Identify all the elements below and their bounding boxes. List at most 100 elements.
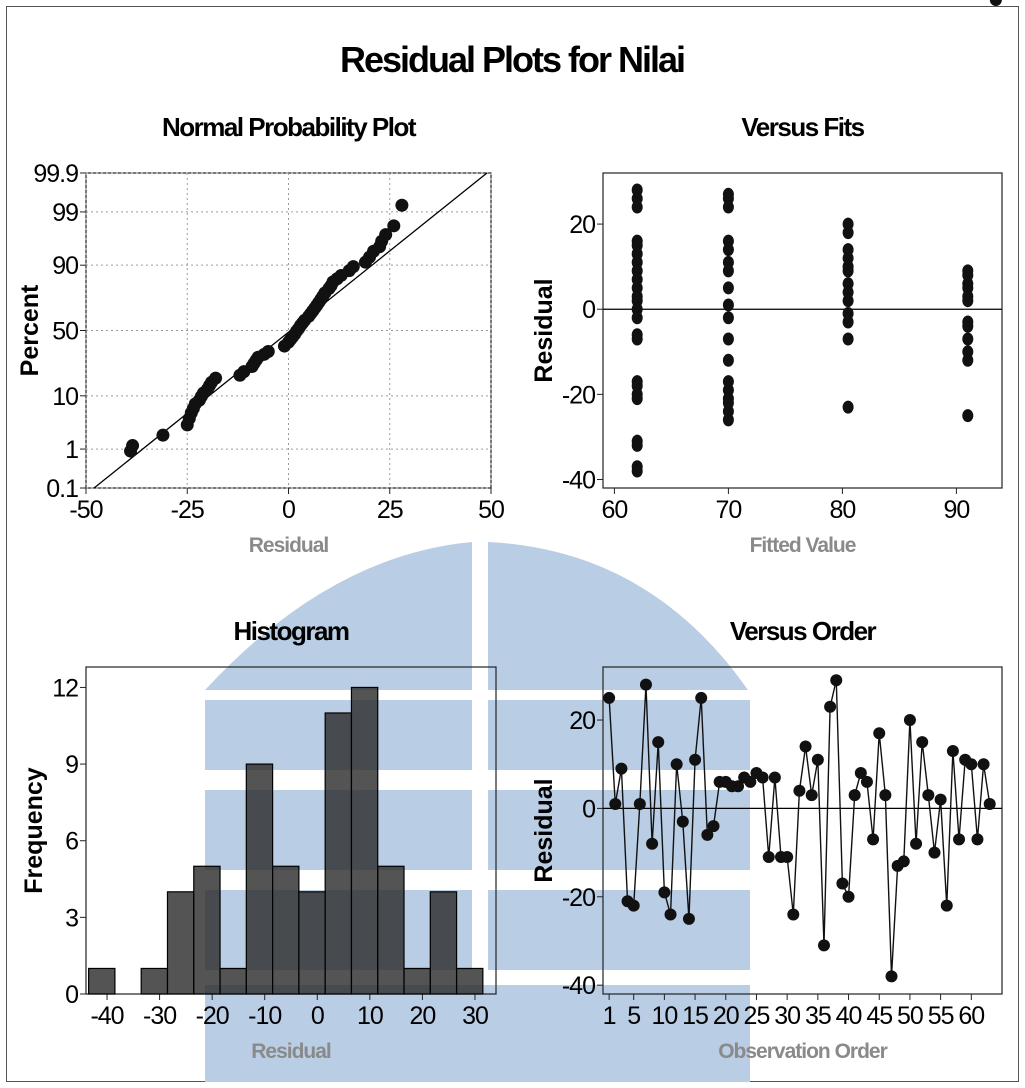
data-point	[722, 353, 734, 367]
y-tick-label: 9	[65, 751, 78, 779]
data-point	[781, 851, 794, 864]
data-point	[126, 439, 140, 453]
data-point	[646, 837, 659, 850]
y-tick-label: 6	[65, 828, 78, 856]
data-point	[676, 815, 689, 828]
histogram-bar	[219, 967, 247, 995]
panel-title-npp: Normal Probability Plot	[162, 112, 417, 142]
histogram-bar	[403, 967, 431, 995]
y-tick-label: 0	[582, 795, 595, 823]
data-point	[609, 797, 622, 810]
gridlines-npp	[85, 172, 492, 489]
x-axis-label-vfits: Fitted Value	[750, 534, 856, 557]
histogram-bar	[140, 967, 169, 995]
x-tick-label: 25	[377, 496, 403, 524]
y-tick-label: 0	[582, 296, 595, 324]
data-point	[658, 886, 671, 899]
data-point	[379, 228, 393, 242]
data-point	[824, 700, 837, 713]
histogram-bar	[455, 967, 484, 995]
y-tick-label: 10	[52, 383, 78, 411]
panel-npp: Normal Probability Plot -50 -25 0 25 50 0.1 1 10…	[16, 112, 505, 557]
panel-vfits: Versus Fits 60 70 80 90 -40 -20 0 20 Fitted Value…	[530, 112, 1003, 557]
data-point	[983, 797, 996, 810]
x-tick-label: -50	[69, 496, 102, 524]
data-point	[873, 727, 886, 740]
data-point	[971, 833, 984, 846]
data-point	[897, 855, 910, 868]
data-point	[261, 345, 275, 359]
figure-title: Residual Plots for Nilai	[340, 39, 684, 80]
data-point	[811, 753, 824, 766]
data-point	[946, 744, 959, 757]
plot-area-vorder	[602, 666, 1003, 995]
data-point	[879, 789, 892, 802]
x-tick-label: 70	[715, 496, 741, 524]
x-tick-label: 25	[744, 1002, 770, 1030]
data-point	[346, 260, 360, 274]
data-point	[722, 332, 734, 346]
histogram-bar	[88, 967, 116, 995]
x-tick-label: 30	[462, 1002, 488, 1030]
data-point	[830, 674, 843, 687]
x-tick-label: 45	[866, 1002, 892, 1030]
watermark-logo	[205, 542, 750, 1082]
data-point	[722, 264, 734, 278]
histogram-bar	[272, 865, 300, 995]
y-tick-label: 0	[65, 981, 78, 1009]
data-point	[670, 758, 683, 771]
x-tick-label: 10	[357, 1002, 383, 1030]
data-point	[842, 400, 854, 414]
y-axis-label-vfits: Residual	[530, 278, 558, 382]
data-point	[756, 771, 769, 784]
data-point	[867, 833, 880, 846]
data-point	[209, 371, 223, 385]
histogram-bar	[377, 865, 405, 995]
x-tick-label: 40	[836, 1002, 862, 1030]
data-point	[762, 851, 775, 864]
data-point	[903, 714, 916, 727]
plot-area-vfits	[602, 172, 1003, 489]
x-tick-label: 0	[311, 1002, 324, 1030]
x-tick-label: 60	[601, 496, 627, 524]
data-point	[962, 294, 974, 308]
data-point	[842, 294, 854, 308]
panel-title-hist: Histogram	[233, 616, 348, 646]
data-point	[682, 912, 695, 925]
data-point	[962, 319, 974, 333]
histogram-bar	[245, 763, 274, 995]
data-point	[387, 219, 401, 233]
data-point	[722, 281, 734, 295]
data-point	[977, 758, 990, 771]
y-axis-label-npp: Percent	[16, 284, 44, 376]
y-tick-label: 99	[52, 199, 78, 227]
data-point	[842, 890, 855, 903]
data-point	[940, 899, 953, 912]
y-tick-label: 1	[65, 436, 78, 464]
data-point	[722, 200, 734, 214]
histogram-bar	[166, 891, 195, 995]
data-point	[885, 970, 898, 983]
data-point	[842, 332, 854, 346]
x-axis-label-vorder: Observation Order	[718, 1040, 887, 1063]
data-point	[631, 332, 643, 346]
x-axis-label-hist: Residual	[251, 1040, 331, 1063]
x-tick-label: 55	[928, 1002, 954, 1030]
x-tick-label: 10	[651, 1002, 677, 1030]
y-tick-label: 50	[52, 318, 78, 346]
data-point	[768, 771, 781, 784]
data-point	[805, 789, 818, 802]
data-point	[962, 353, 974, 367]
data-point	[934, 793, 947, 806]
data-point	[787, 908, 800, 921]
data-point	[922, 789, 935, 802]
y-tick-label: 20	[569, 707, 595, 735]
histogram-bar	[193, 865, 221, 995]
x-tick-label: 80	[829, 496, 855, 524]
data-point	[615, 762, 628, 775]
data-point	[603, 691, 616, 704]
data-point	[631, 438, 643, 452]
x-tick-label: -30	[143, 1002, 176, 1030]
